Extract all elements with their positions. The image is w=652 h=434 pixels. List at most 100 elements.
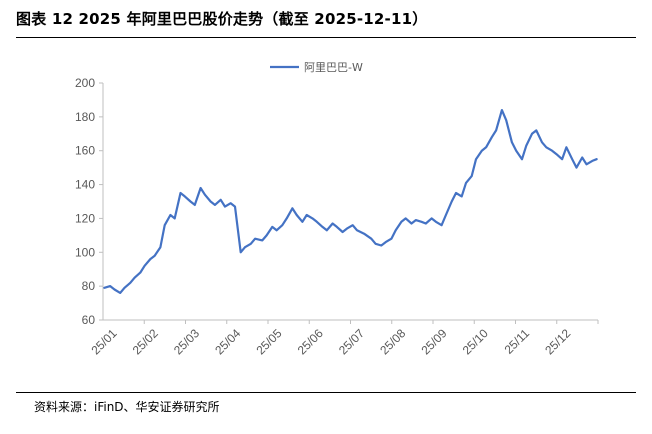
data-point xyxy=(281,224,283,226)
y-tick-label: 120 xyxy=(75,211,95,225)
data-point xyxy=(119,292,121,294)
data-point xyxy=(184,195,186,197)
data-point xyxy=(189,200,192,203)
data-point xyxy=(266,234,268,236)
data-point xyxy=(224,206,226,208)
data-point xyxy=(431,217,433,219)
data-point xyxy=(405,217,407,219)
data-point xyxy=(441,224,443,226)
data-point xyxy=(234,206,236,208)
data-point xyxy=(425,222,427,225)
data-point xyxy=(291,207,293,209)
data-point xyxy=(531,133,533,135)
data-point xyxy=(370,238,372,240)
data-point xyxy=(342,231,344,233)
data-point xyxy=(551,150,553,152)
x-tick-label: 25/11 xyxy=(502,326,533,357)
y-tick-label: 80 xyxy=(82,279,96,293)
data-point xyxy=(591,160,593,162)
data-point xyxy=(535,129,537,131)
data-point xyxy=(103,287,105,289)
data-point xyxy=(555,153,558,155)
data-point xyxy=(123,287,126,289)
data-point xyxy=(139,272,141,274)
chart-legend: 阿里巴巴-W xyxy=(270,61,363,74)
data-point xyxy=(296,214,298,216)
data-point xyxy=(565,146,568,148)
title-rule xyxy=(16,37,636,38)
data-point xyxy=(575,167,578,169)
x-tick-label: 25/02 xyxy=(130,326,161,357)
data-point xyxy=(541,141,543,143)
line-chart: 60 80 100 120 140 160 180 200 25/01 25/02 25/03 25/… xyxy=(75,61,599,357)
data-point xyxy=(230,202,232,204)
data-point xyxy=(200,187,202,189)
data-point xyxy=(395,229,397,231)
data-point xyxy=(174,217,176,219)
data-point xyxy=(113,288,116,291)
data-point xyxy=(445,214,447,216)
data-point xyxy=(375,243,377,245)
data-point xyxy=(352,224,354,226)
data-point xyxy=(363,233,365,235)
data-point xyxy=(380,244,382,247)
data-point xyxy=(144,265,146,267)
data-point xyxy=(561,158,563,160)
data-point xyxy=(250,243,252,245)
data-point xyxy=(154,255,156,257)
data-point xyxy=(301,221,303,223)
data-point xyxy=(585,163,588,165)
data-point xyxy=(495,129,497,131)
data-point xyxy=(581,156,583,159)
source-rule xyxy=(16,392,636,393)
data-point xyxy=(545,146,547,148)
data-point xyxy=(435,221,437,223)
data-point xyxy=(455,192,457,194)
data-point xyxy=(276,229,278,231)
data-point xyxy=(475,158,477,160)
data-point xyxy=(481,150,483,152)
data-point xyxy=(596,158,598,160)
y-tick-label: 180 xyxy=(75,110,95,124)
x-tick-label: 25/09 xyxy=(418,326,449,357)
y-tick-label: 140 xyxy=(75,178,95,192)
data-point xyxy=(169,214,171,216)
data-point xyxy=(525,145,527,147)
data-point xyxy=(220,199,222,201)
x-tick-label: 25/12 xyxy=(542,326,573,357)
chart-axes xyxy=(99,82,599,324)
data-point xyxy=(164,224,166,226)
data-point xyxy=(321,226,324,228)
data-point xyxy=(515,150,517,152)
x-tick-label: 25/05 xyxy=(253,326,284,357)
data-point xyxy=(356,229,358,231)
data-point xyxy=(306,214,308,216)
data-point xyxy=(316,221,318,223)
data-point xyxy=(400,221,402,223)
chart-plot-area xyxy=(103,108,598,294)
data-point xyxy=(451,200,453,203)
y-tick-label: 100 xyxy=(75,245,95,259)
data-point xyxy=(332,222,334,225)
data-point xyxy=(346,228,348,230)
data-point xyxy=(571,158,573,160)
x-tick-label: 25/06 xyxy=(295,326,326,357)
data-point xyxy=(485,146,487,148)
data-point xyxy=(159,246,161,248)
data-point xyxy=(390,238,392,240)
series-line xyxy=(103,108,598,294)
data-point xyxy=(194,204,196,206)
data-point xyxy=(271,226,273,228)
data-point xyxy=(385,241,387,243)
data-point xyxy=(261,239,263,241)
data-point xyxy=(465,182,467,184)
data-point xyxy=(214,204,216,206)
data-point xyxy=(134,277,136,279)
x-tick-label: 25/10 xyxy=(460,326,491,357)
data-point xyxy=(204,194,206,196)
x-tick-label: 25/01 xyxy=(88,326,119,357)
data-point xyxy=(244,246,246,248)
legend-label: 阿里巴巴-W xyxy=(304,61,363,74)
x-tick-label: 25/08 xyxy=(377,326,408,357)
x-tick-label: 25/07 xyxy=(336,326,367,357)
